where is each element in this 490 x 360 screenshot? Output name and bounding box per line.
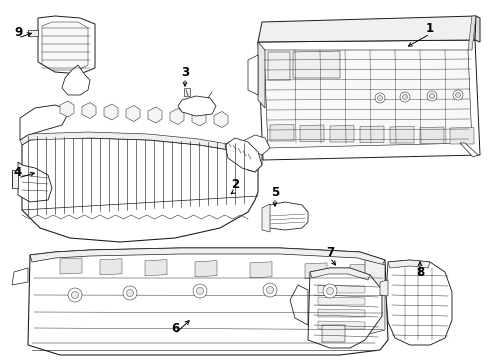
Circle shape [193,284,207,298]
Polygon shape [28,30,38,36]
Polygon shape [386,260,452,345]
Polygon shape [28,248,388,355]
Polygon shape [178,96,216,116]
Polygon shape [240,140,258,168]
Polygon shape [170,108,184,125]
Polygon shape [268,52,290,80]
Polygon shape [148,107,162,123]
Circle shape [375,93,385,103]
Polygon shape [100,259,122,275]
Polygon shape [20,105,70,140]
Circle shape [126,289,133,297]
Circle shape [72,292,78,298]
Polygon shape [12,170,18,188]
Text: 5: 5 [271,185,279,198]
Circle shape [123,286,137,300]
Polygon shape [330,126,354,142]
Polygon shape [420,127,444,144]
Circle shape [427,91,437,101]
Polygon shape [242,135,270,155]
Polygon shape [322,325,345,342]
Polygon shape [390,126,414,143]
Polygon shape [258,40,480,160]
Polygon shape [248,55,258,95]
Polygon shape [145,260,167,276]
Circle shape [456,93,461,98]
Text: 6: 6 [171,321,179,334]
Polygon shape [195,261,217,277]
Text: 7: 7 [326,246,334,258]
Circle shape [196,288,203,294]
Polygon shape [318,297,365,305]
Polygon shape [308,268,382,348]
Polygon shape [468,16,476,50]
Polygon shape [300,125,324,141]
Circle shape [430,94,435,99]
Circle shape [263,283,277,297]
Polygon shape [240,145,262,172]
Polygon shape [104,104,118,120]
Polygon shape [258,42,265,108]
Circle shape [267,287,273,293]
Polygon shape [290,285,308,325]
Polygon shape [62,65,90,95]
Polygon shape [264,202,308,230]
Polygon shape [305,263,327,279]
Circle shape [326,288,334,294]
Polygon shape [475,16,480,42]
Polygon shape [258,16,476,42]
Polygon shape [388,260,430,268]
Polygon shape [310,268,370,280]
Polygon shape [60,101,74,117]
Polygon shape [264,50,472,148]
Polygon shape [262,204,270,232]
Polygon shape [350,264,372,280]
Polygon shape [365,260,385,335]
Text: 3: 3 [181,66,189,78]
Circle shape [68,288,82,302]
Polygon shape [192,110,206,126]
Polygon shape [82,103,96,118]
Circle shape [377,95,383,100]
Circle shape [400,92,410,102]
Polygon shape [293,51,340,78]
Polygon shape [184,88,190,96]
Polygon shape [126,105,140,122]
Polygon shape [250,262,272,278]
Polygon shape [318,285,365,293]
Polygon shape [20,132,258,160]
Text: 9: 9 [14,26,22,39]
Polygon shape [214,112,228,127]
Circle shape [402,94,408,99]
Polygon shape [18,162,52,202]
Circle shape [323,284,337,298]
Polygon shape [38,16,95,74]
Polygon shape [318,309,365,317]
Polygon shape [60,258,82,274]
Polygon shape [380,280,388,296]
Polygon shape [22,138,258,242]
Text: 2: 2 [231,179,239,192]
Polygon shape [318,321,365,329]
Polygon shape [42,22,88,70]
Polygon shape [30,248,385,265]
Circle shape [453,90,463,100]
Text: 8: 8 [416,266,424,279]
Text: 1: 1 [426,22,434,35]
Polygon shape [270,125,294,141]
Text: 4: 4 [14,166,22,179]
Polygon shape [225,138,262,172]
Polygon shape [12,268,28,285]
Polygon shape [460,143,478,157]
Polygon shape [450,127,474,144]
Polygon shape [360,126,384,143]
